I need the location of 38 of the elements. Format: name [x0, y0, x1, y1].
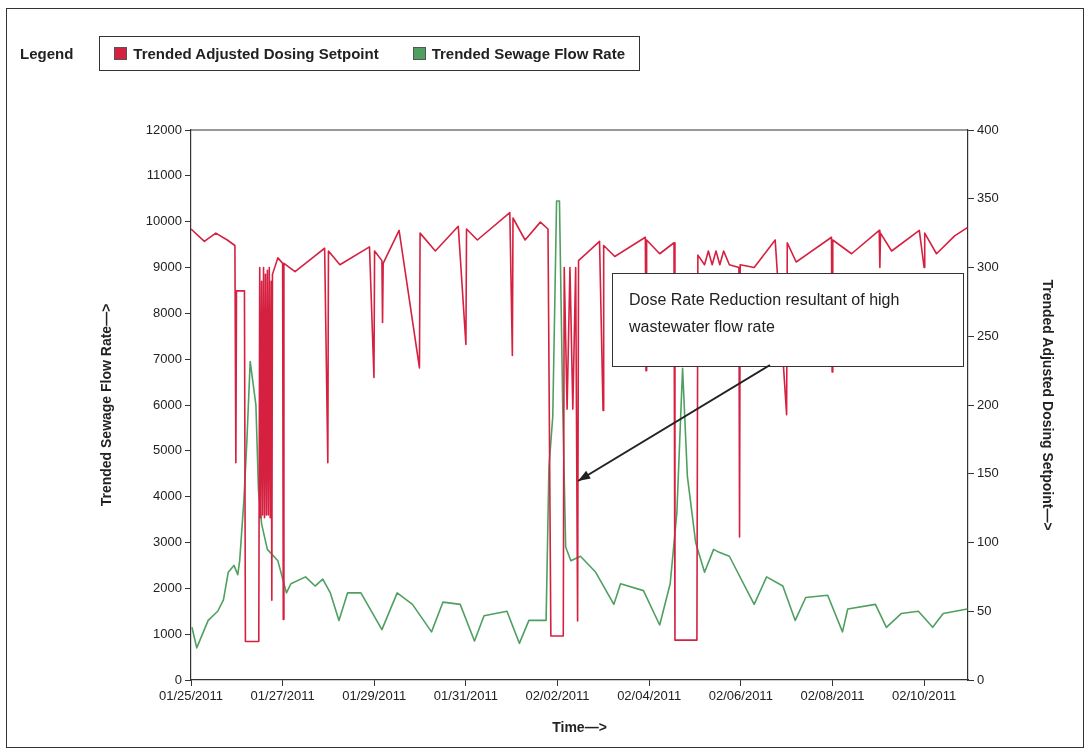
y2-tick-label: 100: [977, 534, 999, 550]
y-tick-label: 5000: [153, 442, 182, 458]
y-tick-label: 6000: [153, 396, 182, 412]
y-tick-label: 7000: [153, 350, 182, 366]
x-tick-label: 02/04/2011: [617, 688, 682, 704]
y-tick-label: 1000: [153, 625, 182, 641]
y-tick-label: 12000: [145, 121, 182, 137]
x-tick-label: 02/10/2011: [892, 688, 957, 704]
x-tick-label: 02/08/2011: [800, 688, 865, 704]
x-tick-label: 02/06/2011: [708, 688, 773, 704]
y-tick-label: 0: [174, 671, 182, 687]
y-tick-label: 9000: [153, 259, 182, 275]
y2-tick-label: 200: [977, 396, 999, 412]
legend-label: Trended Adjusted Dosing Setpoint: [133, 45, 379, 62]
y-tick-label: 3000: [153, 534, 182, 550]
x-tick-label: 01/25/2011: [158, 688, 224, 704]
y-tick-label: 2000: [153, 579, 182, 595]
y2-axis-title: Trended Adjusted Dosing Setpoint—>: [1039, 279, 1056, 531]
y-axis-title: Trended Sewage Flow Rate—>: [98, 303, 115, 507]
callout-box: Dose Rate Reduction resultant of high wastewater flow rate: [612, 273, 964, 367]
y2-tick-label: 350: [977, 190, 999, 206]
legend-title: Legend: [20, 45, 74, 62]
x-tick-label: 01/31/2011: [433, 688, 498, 704]
y-tick-label: 4000: [153, 488, 182, 504]
y2-tick-label: 300: [977, 259, 999, 275]
y2-tick-label: 0: [977, 671, 985, 687]
y-tick-label: 11000: [146, 167, 182, 183]
x-tick-label: 02/02/2011: [525, 688, 590, 704]
x-axis-title: Time—>: [552, 719, 607, 736]
legend-label: Trended Sewage Flow Rate: [431, 45, 626, 62]
y-tick-label: 10000: [145, 213, 182, 229]
x-tick-label: 01/29/2011: [342, 688, 407, 704]
y2-tick-label: 400: [977, 121, 999, 137]
y2-tick-label: 250: [977, 327, 999, 343]
x-tick-label: 01/27/2011: [250, 688, 315, 704]
y-tick-label: 8000: [153, 304, 182, 320]
y2-tick-label: 50: [977, 602, 992, 618]
y2-tick-label: 150: [977, 465, 999, 481]
